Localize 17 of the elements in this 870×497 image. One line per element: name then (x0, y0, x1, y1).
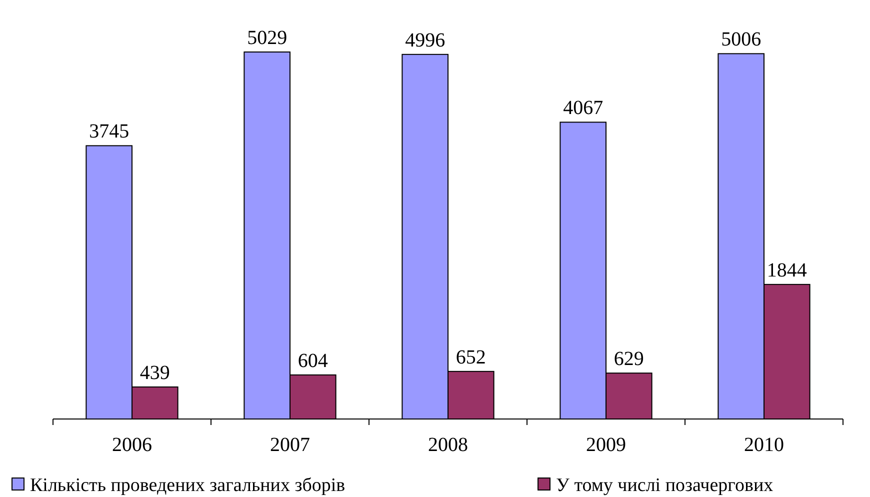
data-label: 4996 (405, 29, 446, 52)
data-label: 5006 (721, 28, 762, 51)
data-label: 652 (456, 346, 486, 368)
data-label: 3745 (89, 120, 130, 143)
x-tick-label: 2009 (586, 434, 626, 456)
legend-label: У тому числі позачергових (556, 475, 774, 496)
x-tick-label: 2006 (112, 434, 152, 456)
data-label: 5029 (247, 27, 288, 49)
data-label: 439 (140, 362, 170, 384)
data-label: 629 (614, 348, 644, 370)
data-label: 4067 (563, 97, 604, 120)
x-tick-label: 2008 (428, 434, 468, 456)
data-label: 1844 (766, 259, 807, 282)
x-tick-label: 2010 (744, 434, 784, 456)
data-label: 604 (298, 350, 328, 372)
legend-label: Кількість проведених загальних зборів (30, 475, 346, 496)
x-tick-label: 2007 (270, 434, 310, 456)
